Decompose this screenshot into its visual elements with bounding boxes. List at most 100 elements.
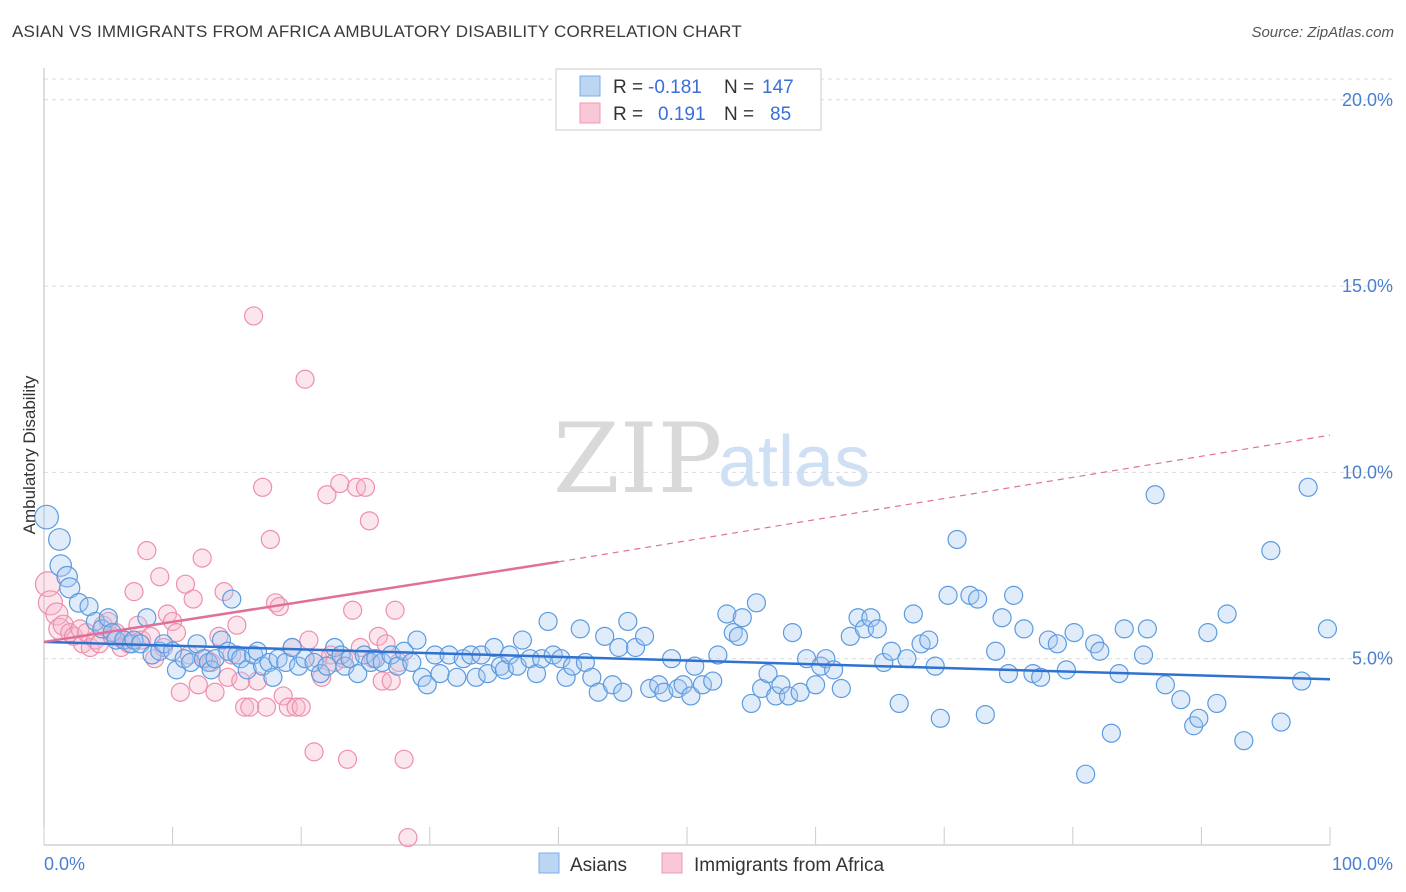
- asian-point-45: [304, 652, 324, 673]
- asian-point-1: [48, 528, 71, 551]
- asian-point-109: [717, 604, 737, 624]
- asian-point-160: [1090, 641, 1110, 661]
- africa-point-50: [253, 477, 273, 497]
- africa-point-36: [192, 548, 212, 568]
- asian-point-61: [407, 630, 427, 650]
- asian-point-179: [1317, 619, 1338, 639]
- africa-point-59: [291, 697, 311, 717]
- africa-point-20: [124, 582, 144, 602]
- asian-point-0: [34, 504, 59, 530]
- legend-n-value-africa: 85: [770, 104, 791, 125]
- asian-point-112: [732, 608, 752, 628]
- legend-r-label-africa: R =: [613, 104, 643, 125]
- asian-point-2: [49, 554, 73, 577]
- africa-point-52: [260, 529, 280, 550]
- legend-r-label-asians: R =: [613, 77, 643, 98]
- africa-point-71: [343, 600, 363, 620]
- asian-point-148: [992, 608, 1012, 628]
- africa-point-61: [299, 630, 319, 650]
- y-tick-label: 20.0%: [1342, 90, 1393, 110]
- africa-point-46: [235, 697, 255, 717]
- asian-point-63: [417, 675, 437, 695]
- y-tick-label: 5.0%: [1352, 649, 1393, 669]
- asian-point-33: [231, 649, 251, 669]
- asian-point-110: [723, 623, 743, 643]
- asian-point-157: [1064, 623, 1084, 643]
- asian-point-125: [816, 649, 836, 669]
- asian-point-131: [861, 608, 881, 628]
- asian-point-111: [728, 626, 749, 646]
- asian-point-153: [1031, 667, 1051, 687]
- asian-point-149: [998, 664, 1019, 684]
- asian-point-81: [532, 649, 552, 669]
- asian-point-140: [925, 656, 945, 676]
- asian-point-118: [771, 675, 791, 695]
- africa-point-45: [231, 671, 251, 691]
- asian-point-31: [222, 589, 242, 609]
- asian-point-91: [595, 626, 615, 646]
- asian-point-92: [602, 675, 623, 695]
- asian-point-108: [708, 645, 728, 665]
- africa-point-2: [45, 602, 69, 626]
- asian-point-132: [867, 619, 887, 639]
- asian-point-70: [466, 667, 486, 687]
- asian-point-103: [673, 675, 693, 695]
- asian-point-87: [570, 619, 590, 639]
- asian-point-173: [1217, 604, 1237, 624]
- asian-point-39: [263, 667, 283, 687]
- asian-point-25: [193, 649, 214, 669]
- asian-point-95: [618, 611, 638, 632]
- africa-point-1: [37, 590, 64, 616]
- legend-r-value-asians: -0.181: [648, 77, 702, 98]
- asian-point-147: [986, 641, 1006, 661]
- asian-point-57: [381, 645, 401, 665]
- asian-point-120: [782, 623, 803, 643]
- africa-point-77: [368, 626, 388, 646]
- asian-point-175: [1261, 541, 1281, 561]
- asian-point-143: [947, 529, 967, 550]
- series-asians-points: [34, 477, 1338, 784]
- legend-n-label-africa: N =: [724, 104, 754, 125]
- asian-point-166: [1145, 485, 1165, 505]
- asian-point-114: [746, 593, 767, 613]
- asian-point-106: [692, 675, 713, 695]
- asian-point-82: [538, 611, 558, 632]
- source-label: Source: ZipAtlas.com: [1251, 24, 1394, 41]
- africa-point-51: [256, 697, 277, 717]
- africa-point-70: [337, 749, 358, 769]
- legend-n-value-asians: 147: [762, 77, 794, 98]
- asian-point-123: [805, 675, 826, 695]
- africa-point-31: [170, 682, 190, 702]
- x-tick-label-min: 0.0%: [44, 854, 85, 874]
- asian-point-139: [919, 630, 939, 650]
- asian-point-119: [778, 686, 799, 706]
- asian-point-42: [282, 637, 302, 658]
- axes: [43, 68, 1331, 846]
- africa-point-62: [304, 742, 324, 762]
- y-tick-label: 10.0%: [1342, 462, 1393, 482]
- asian-point-158: [1076, 764, 1096, 784]
- legend-swatch-africa: [579, 102, 601, 124]
- asian-point-113: [741, 693, 761, 714]
- africa-point-65: [317, 485, 337, 505]
- africa-point-39: [205, 682, 225, 702]
- asian-point-93: [609, 637, 629, 658]
- asian-point-75: [494, 660, 514, 680]
- asian-point-46: [310, 664, 331, 684]
- trend-lines: [43, 434, 1331, 681]
- asian-point-7: [85, 611, 106, 632]
- africa-point-74: [355, 477, 376, 497]
- africa-point-47: [240, 697, 260, 717]
- bottom-legend: Asians Immigrants from Africa: [538, 852, 884, 876]
- asian-point-43: [289, 656, 309, 676]
- asian-point-146: [975, 704, 995, 725]
- asian-point-172: [1207, 693, 1227, 714]
- y-tick-label: 15.0%: [1342, 276, 1393, 296]
- africa-point-23: [137, 541, 157, 561]
- asian-point-174: [1234, 731, 1254, 751]
- asian-point-141: [930, 708, 950, 728]
- legend-box: R = -0.181 N = 147 R = 0.191 N = 85: [555, 68, 822, 131]
- asian-point-85: [556, 667, 576, 687]
- africa-point-44: [227, 615, 247, 635]
